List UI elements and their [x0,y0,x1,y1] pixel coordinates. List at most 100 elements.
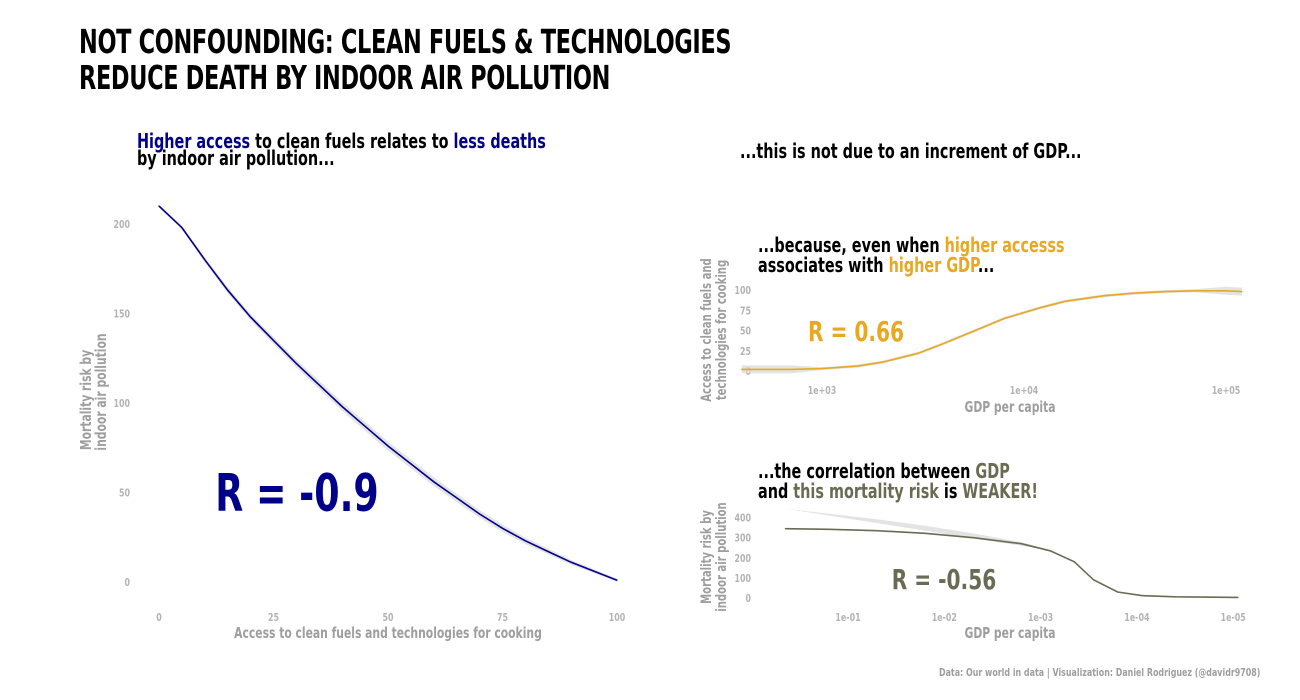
chart3-y-axis-title-line2: indoor air pollution [713,502,729,611]
chart3-point [876,530,878,532]
chart1-point [272,339,275,341]
chart3-x-axis-title: GDP per capita [964,625,1055,642]
chart1-point [318,384,320,386]
chart1-x-tick-label: 25 [268,612,279,625]
chart1-x-tick-label: 50 [382,612,393,625]
chart2-y-axis-title-line2: technologies for cooking [713,260,729,400]
chart1-confidence-ribbon [159,204,617,582]
chart1-point [456,497,458,499]
chart3-point [1073,561,1075,563]
subtitle-left: Higher access to clean fuels relates to … [137,131,705,168]
chart3-series-line [785,527,1239,599]
chart1-point [181,226,183,229]
chart3-point [924,532,926,534]
chart1-point [593,570,595,572]
chart1-x-tick-label: 75 [497,612,508,625]
chart1-y-tick-label: 0 [124,577,130,590]
caption-text: Data: Our world in data | Visualization:… [938,666,1260,679]
chart3-y-axis-title-line1: Mortality risk by [698,510,714,604]
chart1-point [570,561,572,563]
chart1-y-tick-label: 200 [113,219,130,232]
chart1-point [501,527,504,529]
chart2-y-tick-label: 100 [734,285,751,298]
chart2-point [1003,317,1006,319]
chart1-point [433,481,435,483]
annot-top-highlight-access: higher accesss [944,233,1065,257]
chart3-x-tick-label: 1e-01 [835,612,860,625]
caption: Data: Our world in data | Visualization:… [814,666,1260,679]
annot-bottom-line2-mid: is [938,479,963,503]
chart3-point [784,528,787,530]
chart2-point [741,368,743,370]
chart1-y-tick-label: 100 [113,398,130,411]
annotation-top-chart: ...because, even when higher accesss ass… [758,235,1184,275]
chart2-point [1064,300,1066,302]
chart2-y-tick-label: 25 [740,346,751,359]
annot-bottom-highlight-gdp: GDP [975,459,1010,483]
chart3-point [1141,594,1143,597]
chart1-correlation-label: R = -0.9 [215,462,378,523]
chart1-point [295,363,297,365]
chart2-point [1133,292,1135,294]
subtitle-left-line2: by indoor air pollution... [137,146,335,170]
chart2-correlation-label: R = 0.66 [808,315,904,348]
chart1-point [524,540,527,542]
annot-bottom-highlight-risk: this mortality risk [793,479,939,503]
chart2-point [1225,290,1227,292]
chart2-point [882,361,884,363]
chart3-y-tick-label: 100 [734,573,751,586]
annot-top-pre: ...because, even when [758,233,945,257]
chart2-point [1039,307,1041,309]
chart1-y-axis-title-line2: indoor air pollution [93,333,110,450]
chart1-x-tick-label: 0 [156,612,162,625]
main-title: NOT CONFOUNDING: CLEAN FUELS & TECHNOLOG… [79,24,1038,96]
chart2-point [943,342,945,345]
subtitle-left-highlight-deaths: less deaths [453,129,546,153]
chart1-point [410,463,412,465]
annotation-bottom-chart: ...the correlation between GDP and this … [758,461,1147,501]
subtitle-right: ...this is not due to an increment of GD… [740,141,1214,161]
chart2-point [1241,291,1243,293]
chart2-x-tick-label: 1e+05 [1212,385,1241,398]
chart3-confidence-ribbon [785,508,1051,551]
annot-top-highlight-gdp: higher GDP [888,253,978,277]
annot-top-line2-post: ... [977,253,995,277]
chart3-point [1213,596,1215,598]
chart3-x-tick-label: 1e-04 [1124,612,1149,625]
chart2-point [1103,295,1105,297]
chart3-point [828,528,830,530]
chart1-point [250,316,252,318]
chart1-point [341,405,343,408]
chart2-y-tick-label: 50 [740,325,751,338]
chart2-x-axis-title: GDP per capita [964,399,1055,416]
chart3-correlation-label: R = -0.56 [892,563,996,596]
subtitle-left-mid: to clean fuels relates to [250,129,454,153]
chart2-point [1164,291,1166,293]
chart3-y-tick-label: 300 [734,533,751,546]
chart2-point [821,367,823,370]
chart3-point [1174,596,1177,598]
chart3-point [1117,591,1119,593]
chart1-y-tick-label: 150 [113,308,130,321]
annot-top-line2-pre: associates with [758,253,889,277]
annot-bottom-line2-pre: and [758,479,794,503]
chart2-point [917,352,919,354]
chart1-x-tick-label: 100 [609,612,626,625]
chart1-point [547,550,549,553]
chart3-point [1237,596,1239,598]
chart3-point [1020,543,1022,545]
chart2-point [1194,290,1196,292]
chart2-point [790,368,792,370]
main-title-line2: REDUCE DEATH BY INDOOR AIR POLLUTION [79,58,611,97]
chart1-x-axis-title: Access to clean fuels and technologies f… [234,625,542,642]
annot-bottom-highlight-weaker: WEAKER! [962,479,1038,503]
subtitle-left-highlight-access: Higher access [137,129,251,153]
chart1-point [387,445,389,447]
annot-bottom-pre: ...the correlation between [758,459,976,483]
chart1-y-axis-title-line1: Mortality risk by [78,349,95,450]
chart3-y-tick-label: 200 [734,553,751,566]
chart1-point [479,513,481,515]
chart1-point [204,259,206,261]
chart3-y-tick-label: 0 [745,593,751,606]
